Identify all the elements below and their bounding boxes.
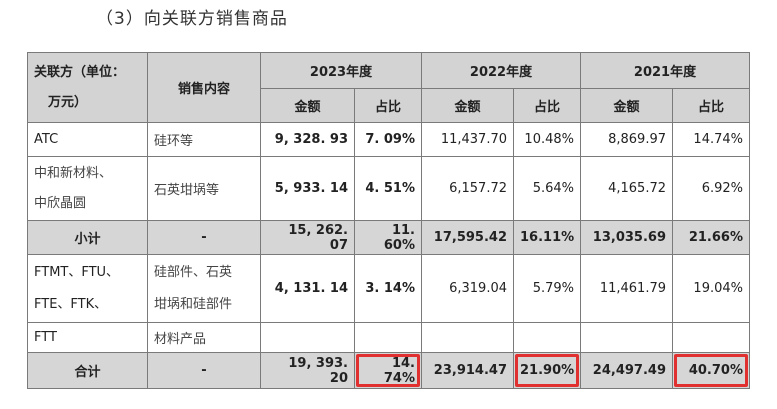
header-content: 销售内容 [147,52,261,123]
amount-2023: 5, 933. 14 [260,156,355,221]
amount-2022: 11,437.70 [421,122,514,157]
table-row: 中和新材料、 中欣晶圆 石英坩埚等 5, 933. 14 4. 51% 6,15… [27,156,750,221]
header-amount: 金额 [421,88,514,123]
amount-2023: 19, 393. 20 [260,352,355,389]
party-cell: 小计 [27,220,148,255]
ratio-2021: 14.74% [672,122,750,157]
amount-2022 [421,322,514,353]
amount-2022: 23,914.47 [421,352,514,389]
subtotal-row: 小计 - 15, 262. 07 11. 60% 17,595.42 16.11… [27,220,750,255]
content-cell: 硅部件、石英 坩埚和硅部件 [147,254,261,323]
header-amount: 金额 [580,88,673,123]
amount-2021: 4,165.72 [580,156,673,221]
party-cell: ATC [27,122,148,157]
ratio-2021: 21.66% [672,220,750,255]
content-cell: 材料产品 [147,322,261,353]
header-ratio: 占比 [672,88,750,123]
amount-2022: 17,595.42 [421,220,514,255]
content-cell: - [147,220,261,255]
content-cell: 硅环等 [147,122,261,157]
amount-2023: 9, 328. 93 [260,122,355,157]
amount-2023: 4, 131. 14 [260,254,355,323]
amount-2023 [260,322,355,353]
ratio-2022-highlighted: 21.90% [513,352,581,389]
ratio-2021-highlighted: 40.70% [672,352,750,389]
amount-2021: 24,497.49 [580,352,673,389]
header-ratio: 占比 [513,88,581,123]
amount-2021: 13,035.69 [580,220,673,255]
amount-2022: 6,157.72 [421,156,514,221]
section-heading: （3）向关联方销售商品 [96,9,288,29]
table-row: FTMT、FTU、 FTE、FTK、 硅部件、石英 坩埚和硅部件 4, 131.… [27,254,750,323]
header-year-2021: 2021年度 [580,52,750,89]
ratio-2022: 10.48% [513,122,581,157]
header-ratio: 占比 [354,88,422,123]
party-cell: 合计 [27,352,148,389]
related-party-sales-table: 关联方（单位： 万元） 销售内容 2023年度 2022年度 2021年度 金额… [27,52,750,389]
header-year-2022: 2022年度 [421,52,581,89]
ratio-2023: 3. 14% [354,254,422,323]
ratio-2023: 11. 60% [354,220,422,255]
amount-2022: 6,319.04 [421,254,514,323]
ratio-2021: 19.04% [672,254,750,323]
ratio-2021 [672,322,750,353]
party-cell: FTT [27,322,148,353]
ratio-2021: 6.92% [672,156,750,221]
amount-2021 [580,322,673,353]
ratio-2023-highlighted: 14. 74% [354,352,422,389]
table-row: FTT 材料产品 [27,322,750,353]
header-party: 关联方（单位： 万元） [27,52,148,123]
party-cell: FTMT、FTU、 FTE、FTK、 [27,254,148,323]
ratio-2022: 5.79% [513,254,581,323]
header-year-2023: 2023年度 [260,52,422,89]
total-row: 合计 - 19, 393. 20 14. 74% 23,914.47 21.90… [27,352,750,389]
ratio-2022: 5.64% [513,156,581,221]
ratio-2023: 7. 09% [354,122,422,157]
amount-2021: 11,461.79 [580,254,673,323]
party-cell: 中和新材料、 中欣晶圆 [27,156,148,221]
table-row: ATC 硅环等 9, 328. 93 7. 09% 11,437.70 10.4… [27,122,750,157]
ratio-2023 [354,322,422,353]
ratio-2023: 4. 51% [354,156,422,221]
ratio-2022: 16.11% [513,220,581,255]
content-cell: - [147,352,261,389]
amount-2021: 8,869.97 [580,122,673,157]
ratio-2022 [513,322,581,353]
amount-2023: 15, 262. 07 [260,220,355,255]
header-amount: 金额 [260,88,355,123]
content-cell: 石英坩埚等 [147,156,261,221]
